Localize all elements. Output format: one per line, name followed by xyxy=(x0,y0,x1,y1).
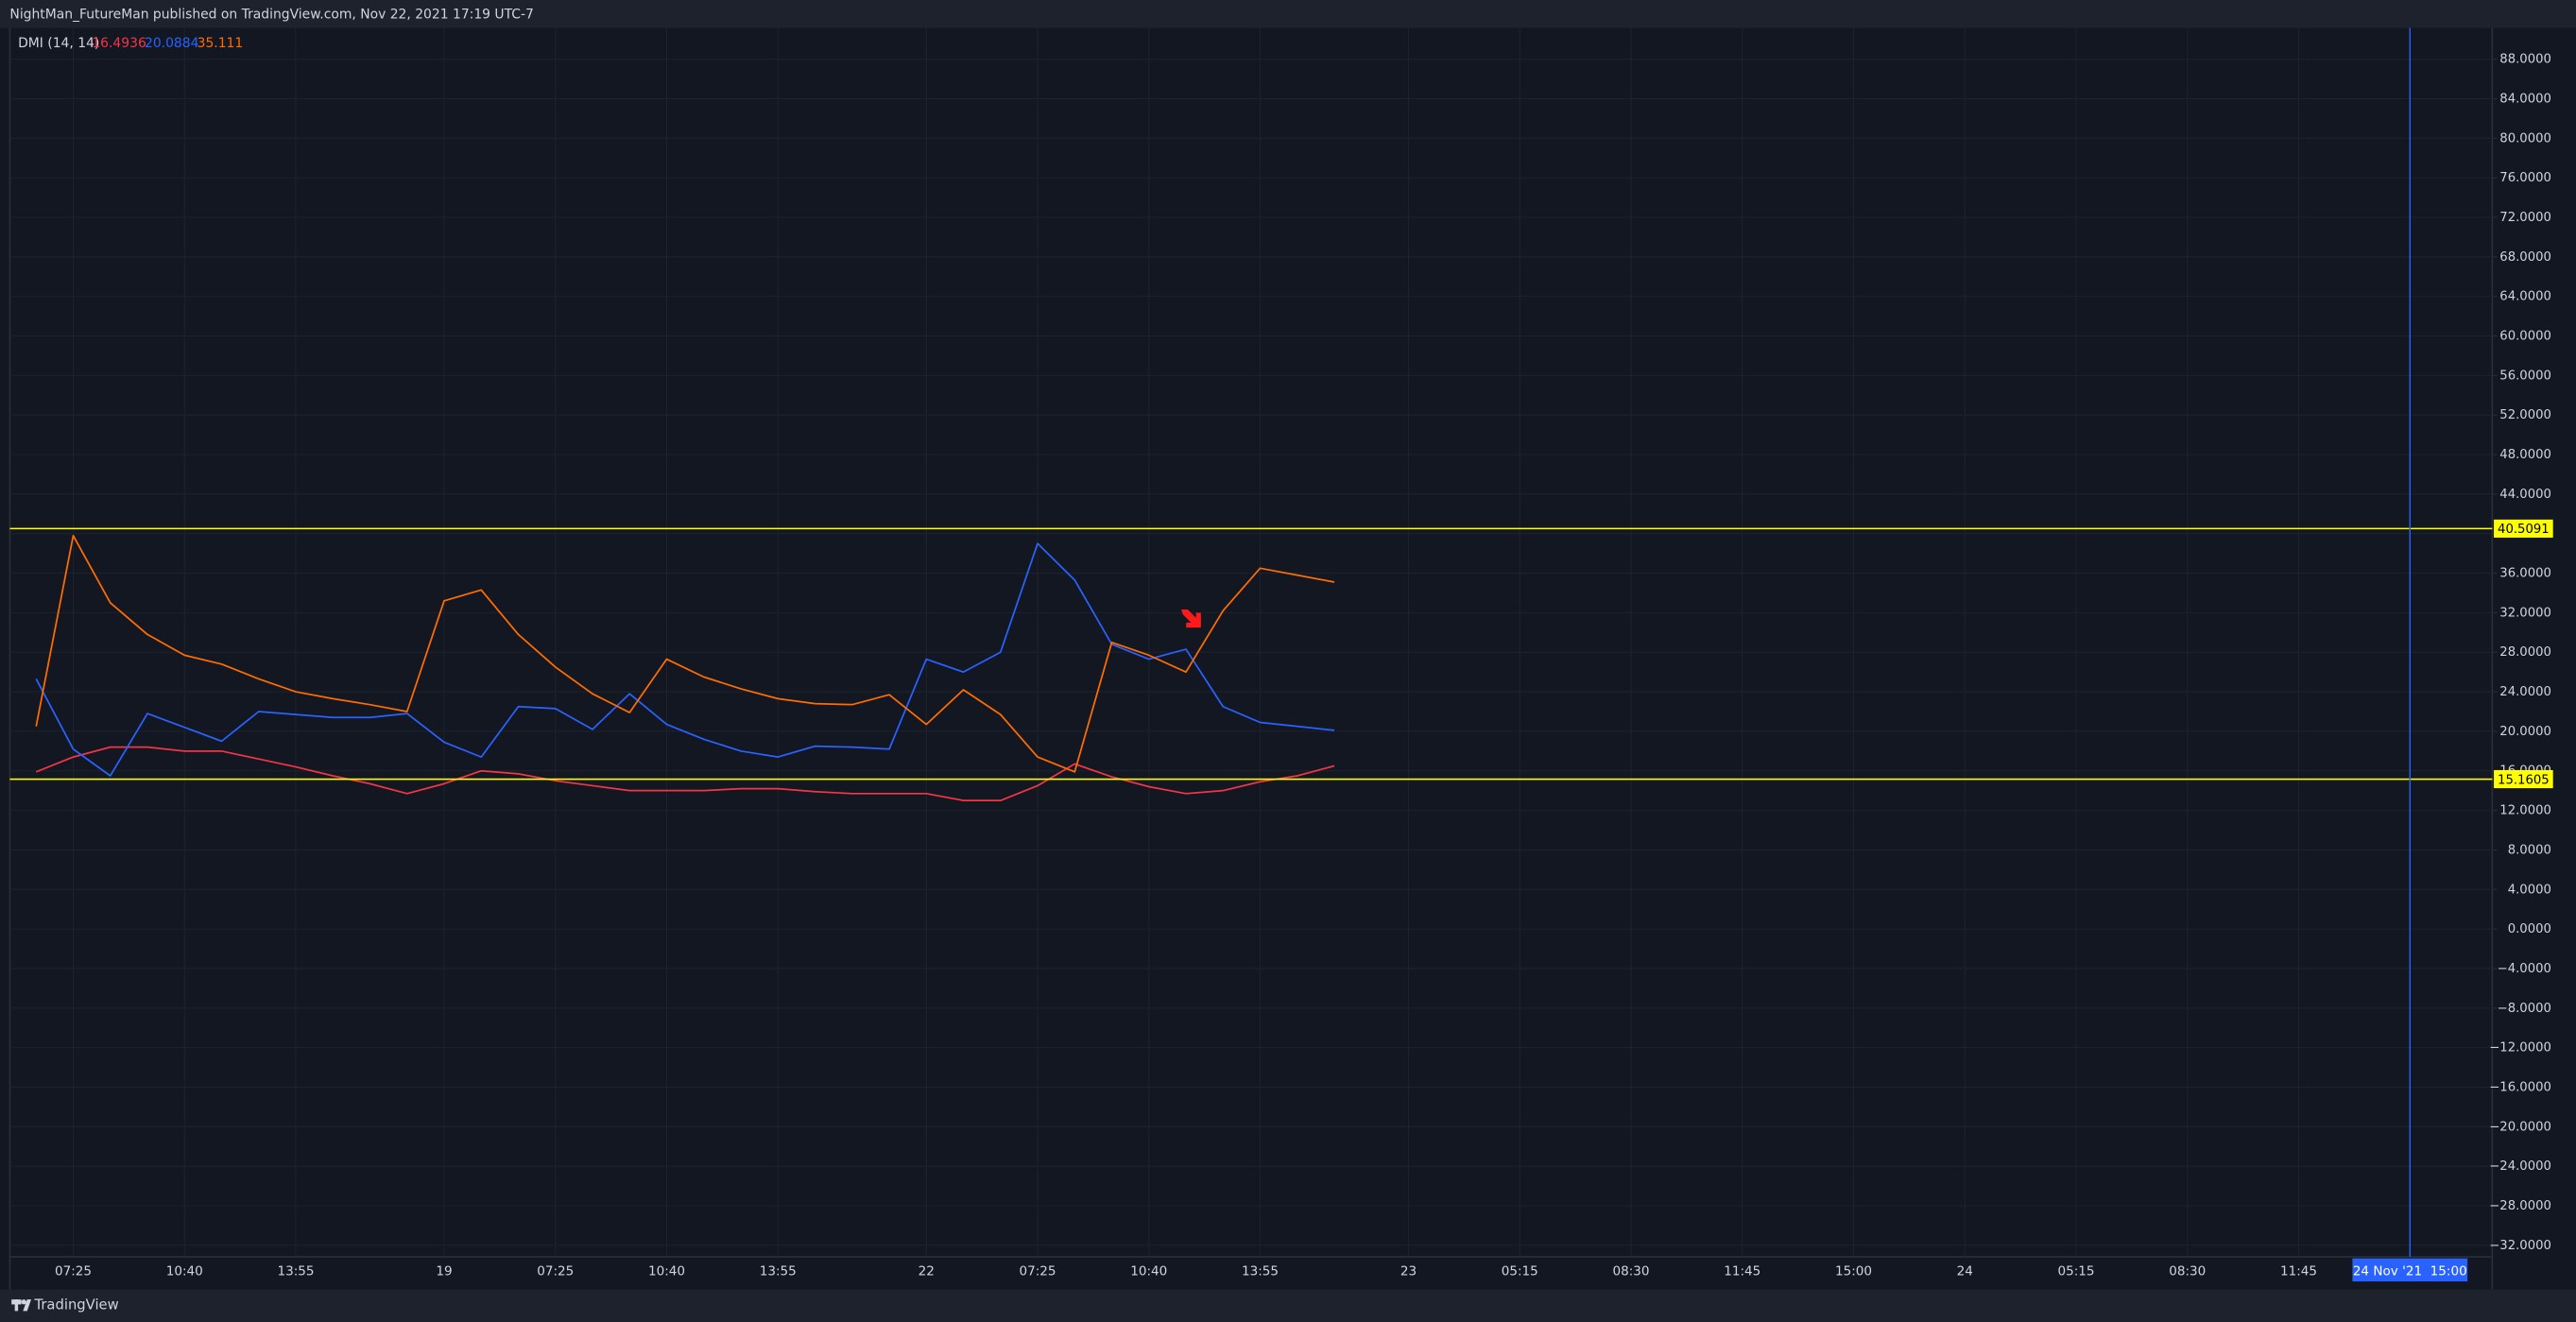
footer-bar xyxy=(0,1289,2576,1322)
y-tick-label: 44.0000 xyxy=(2499,488,2551,502)
y-tick-label: 4.0000 xyxy=(2508,883,2551,897)
y-tick-label: −4.0000 xyxy=(2498,962,2551,976)
x-tick-label: 15:00 xyxy=(1835,1264,1872,1279)
header-text: NightMan_FutureMan published on TradingV… xyxy=(9,8,533,23)
crosshair-label-box xyxy=(2352,1258,2468,1282)
y-tick-label: 32.0000 xyxy=(2499,606,2551,620)
legend-value: 20.0884 xyxy=(145,36,199,51)
y-tick-label: 24.0000 xyxy=(2499,685,2551,699)
crosshair-label: 24 Nov '21 15:00 xyxy=(2353,1264,2467,1279)
y-tick-label: 76.0000 xyxy=(2499,171,2551,185)
y-tick-label: −20.0000 xyxy=(2489,1120,2551,1134)
x-tick-label: 10:40 xyxy=(1130,1264,1167,1279)
legend-title: DMI (14, 14) xyxy=(18,36,99,51)
x-tick-label: 24 xyxy=(1957,1264,1973,1279)
y-tick-label: −28.0000 xyxy=(2489,1199,2551,1213)
y-tick-label: −8.0000 xyxy=(2498,1002,2551,1016)
level-label-box xyxy=(2494,769,2553,789)
y-tick-label: 0.0000 xyxy=(2508,922,2551,936)
footer-text: TradingView xyxy=(34,1296,119,1313)
y-tick-label: −24.0000 xyxy=(2489,1159,2551,1174)
y-tick-label: 60.0000 xyxy=(2499,329,2551,343)
y-tick-label: 52.0000 xyxy=(2499,408,2551,422)
plot-area xyxy=(9,27,2493,1257)
y-tick-label: 48.0000 xyxy=(2499,448,2551,462)
y-tick-label: −16.0000 xyxy=(2489,1080,2551,1094)
series-line xyxy=(35,534,1335,773)
x-tick-label: 05:15 xyxy=(1502,1264,1538,1279)
level-label: 15.1605 xyxy=(2498,773,2550,787)
y-tick-label: −32.0000 xyxy=(2489,1239,2551,1253)
y-tick-label: 68.0000 xyxy=(2499,250,2551,265)
grid xyxy=(9,27,2493,1257)
x-tick-label: 22 xyxy=(919,1264,935,1279)
x-tick-label: 13:55 xyxy=(1242,1264,1279,1279)
y-tick-label: 72.0000 xyxy=(2499,211,2551,225)
y-tick-label: 80.0000 xyxy=(2499,131,2551,146)
x-tick-label: 11:45 xyxy=(2280,1264,2317,1279)
x-tick-label: 10:40 xyxy=(648,1264,685,1279)
axes: 88.0000 84.0000 80.0000 76.0000 72.0000 68.00… xyxy=(55,53,2553,1282)
x-tick-label: 08:30 xyxy=(1612,1264,1649,1279)
annotation-arrow xyxy=(1180,609,1201,628)
header-bar xyxy=(0,0,2576,28)
tv-logo xyxy=(11,1299,32,1312)
x-tick-label: 13:55 xyxy=(760,1264,797,1279)
x-tick-label: 19 xyxy=(436,1264,452,1279)
y-tick-label: 88.0000 xyxy=(2499,53,2551,67)
y-tick-label: 64.0000 xyxy=(2499,290,2551,304)
legend-value: 16.4936 xyxy=(92,36,146,51)
x-tick-label: 10:40 xyxy=(166,1264,203,1279)
x-tick-label: 08:30 xyxy=(2169,1264,2206,1279)
x-tick-label: 07:25 xyxy=(55,1264,92,1279)
x-tick-label: 07:25 xyxy=(1019,1264,1056,1279)
y-tick-label: 8.0000 xyxy=(2508,843,2551,857)
y-tick-label: 20.0000 xyxy=(2499,725,2551,739)
x-tick-label: 05:15 xyxy=(2058,1264,2095,1279)
x-tick-label: 13:55 xyxy=(277,1264,314,1279)
y-tick-label: 84.0000 xyxy=(2499,92,2551,106)
y-tick-label: 28.0000 xyxy=(2499,645,2551,660)
legend-value: 35.111 xyxy=(197,36,244,51)
x-tick-label: 11:45 xyxy=(1724,1264,1760,1279)
series-line xyxy=(35,542,1335,777)
y-tick-label: 36.0000 xyxy=(2499,567,2551,581)
x-tick-label: 07:25 xyxy=(537,1264,574,1279)
x-tick-label: 23 xyxy=(1400,1264,1417,1279)
level-label-box xyxy=(2494,519,2553,538)
level-label: 40.5091 xyxy=(2498,523,2550,537)
y-tick-label: 12.0000 xyxy=(2499,804,2551,818)
y-tick-label: 56.0000 xyxy=(2499,369,2551,383)
y-tick-label: −12.0000 xyxy=(2489,1041,2551,1056)
